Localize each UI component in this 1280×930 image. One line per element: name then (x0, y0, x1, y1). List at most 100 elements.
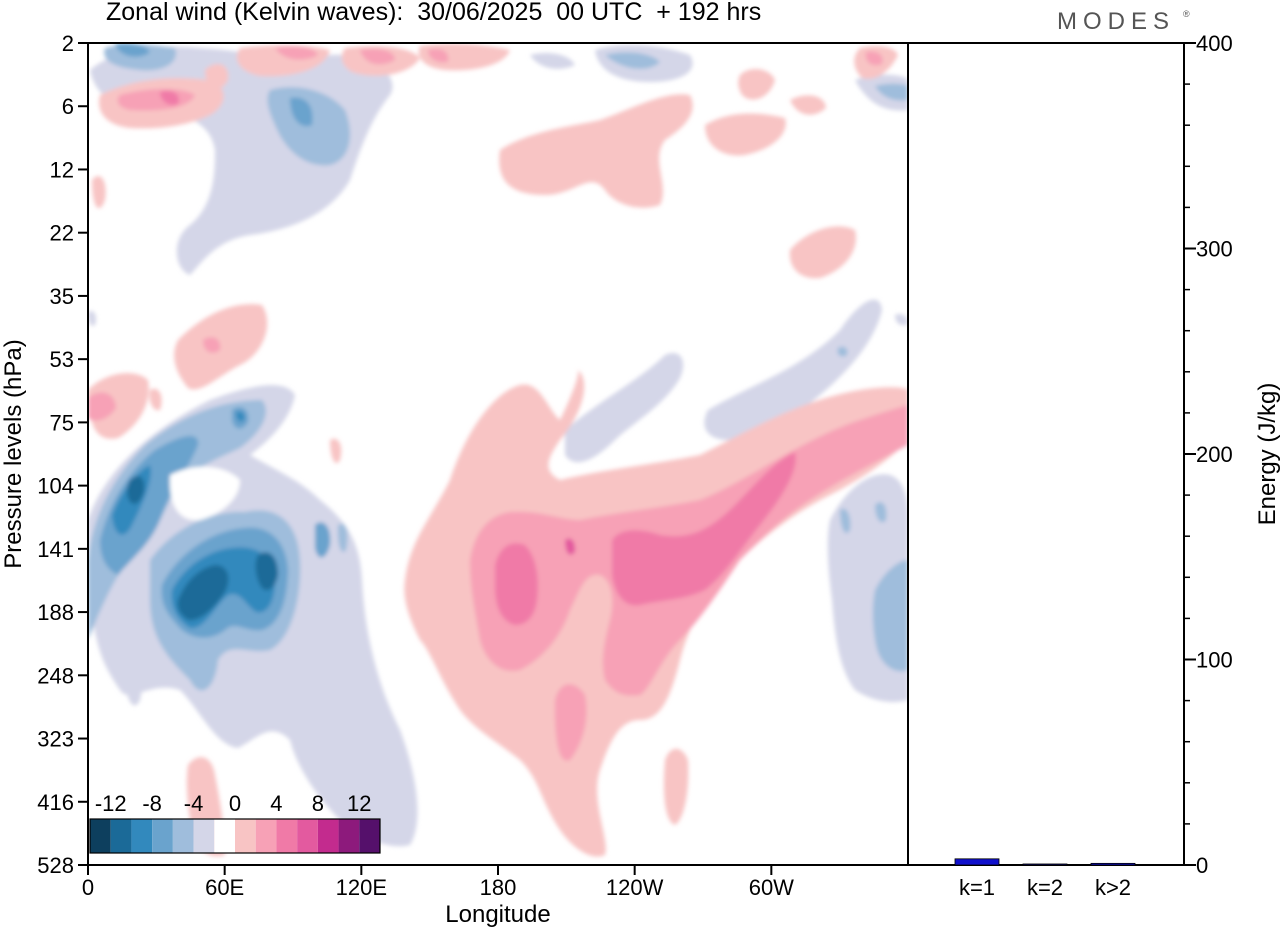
energy-category-label: k=1 (959, 875, 995, 900)
x-tick-label: 0 (82, 875, 94, 900)
energy-category-label: k>2 (1095, 875, 1131, 900)
y-tick-label: 528 (37, 853, 74, 878)
y-tick-label: 188 (37, 600, 74, 625)
colorbar-frame (89, 818, 381, 854)
contour-pink-lower-3 (495, 543, 538, 625)
colorbar-swatch (90, 819, 111, 853)
y-tick-label: 104 (37, 474, 74, 499)
contour-blue-ll7 (177, 565, 229, 621)
contour-lavender-ll14 (125, 669, 142, 706)
chart-title: Zonal wind (Kelvin waves): 30/06/2025 00… (106, 0, 762, 26)
contour-pink-lower-6 (554, 684, 587, 761)
y-tick-label: 75 (50, 410, 74, 435)
y-tick-label: 2 (62, 31, 74, 56)
colorbar-swatch (193, 819, 215, 853)
colorbar-swatch (131, 819, 153, 853)
contour-lavender-mr3 (837, 346, 848, 357)
contour-blue-re (875, 83, 908, 101)
contour-blue-ll13 (337, 523, 348, 552)
y-tick-label: 22 (50, 221, 74, 246)
contour-pink-ul3 (160, 90, 179, 106)
contour-blue-lr (872, 560, 908, 672)
contour-white-hole (169, 466, 240, 521)
contour-blue-ll8 (255, 552, 278, 591)
x-tick-label: 60W (749, 875, 794, 900)
colorbar: -12 -8 -4 0 4 8 12 (89, 791, 381, 854)
contour-pink-ul4 (205, 64, 229, 90)
y-axis-title: Pressure levels (hPa) (0, 339, 27, 568)
brand-registered-mark: ® (1183, 9, 1190, 19)
energy-axis-ticks: 0 100 200 300 400 (1184, 31, 1233, 878)
y-tick-label: 6 (62, 94, 74, 119)
energy-axis-title: Energy (J/kg) (1254, 383, 1280, 526)
contour-pink-top2 (275, 46, 318, 60)
contour-pink-lower-9 (330, 438, 342, 464)
y-tick-label: 12 (50, 157, 74, 182)
contour-pink-upper-mid (499, 94, 693, 208)
contour-pink-ml4 (88, 392, 116, 421)
colorbar-swatch (214, 819, 235, 853)
contour-blue-ul2 (267, 87, 350, 166)
energy-tick-label: 300 (1196, 237, 1233, 262)
energy-bars: k=1 k=2 k>2 (954, 858, 1136, 900)
y-tick-label: 35 (50, 284, 74, 309)
contour-blue-lr3 (875, 502, 887, 523)
contour-pink-lower-7 (663, 748, 689, 825)
contour-blue-ul3 (115, 43, 150, 57)
brand-logo: MODES (1057, 8, 1176, 35)
contour-blue-lower-left1 (88, 400, 266, 640)
contour-lavender-mr2 (704, 299, 882, 440)
contour-pink-ml1 (174, 304, 268, 390)
contour-blue-ll12 (315, 522, 331, 558)
contour-pink-left1 (92, 176, 106, 209)
colorbar-label: -8 (142, 791, 162, 816)
x-tick-label: 120W (606, 875, 664, 900)
contour-blue-ur (605, 52, 660, 69)
y-tick-label: 141 (37, 537, 74, 562)
colorbar-label: 12 (347, 791, 371, 816)
contour-blue-ul4 (290, 97, 313, 127)
contour-blue-ll9 (126, 476, 145, 504)
contour-lavender-ml (88, 310, 97, 326)
colorbar-label: 8 (312, 791, 324, 816)
colorbar-swatch (172, 819, 194, 853)
energy-category-label: k=2 (1027, 875, 1063, 900)
colorbar-label: -12 (95, 791, 127, 816)
energy-tick-label: 200 (1196, 442, 1233, 467)
contour-pink-mid-r (789, 226, 856, 279)
x-axis-title: Longitude (445, 901, 550, 928)
colorbar-swatch (235, 819, 256, 853)
colorbar-label: 4 (270, 791, 282, 816)
y-axis-ticks: 2 6 12 22 35 53 75 104 141 188 248 323 416 528 (37, 31, 88, 878)
contour-pink-top4 (360, 48, 395, 65)
energy-tick-label: 400 (1196, 31, 1233, 56)
energy-tick-label: 0 (1196, 853, 1208, 878)
contour-pink-ml2 (203, 337, 221, 353)
y-tick-label: 248 (37, 663, 74, 688)
colorbar-swatch (338, 819, 360, 853)
y-tick-label: 53 (50, 347, 74, 372)
contour-pink-ml5 (149, 388, 162, 411)
colorbar-swatch (110, 819, 132, 853)
colorbar-swatch (317, 819, 339, 853)
contour-pink-top6 (428, 48, 449, 63)
colorbar-label: -4 (184, 791, 204, 816)
contour-blue-ll11 (236, 411, 245, 422)
colorbar-swatch (255, 819, 277, 853)
contour-lavender-mr (565, 352, 684, 463)
contour-pink-lower-5 (565, 538, 576, 555)
contour-pink-tr2 (865, 51, 883, 66)
energy-bar (1090, 862, 1136, 866)
x-tick-label: 180 (480, 875, 517, 900)
y-tick-label: 323 (37, 727, 74, 752)
energy-bar (1022, 863, 1068, 866)
contour-pink-ml3 (88, 373, 149, 439)
contour-pink-lower-4 (612, 452, 796, 606)
x-tick-label: 120E (336, 875, 387, 900)
contour-blue-lr2 (840, 508, 851, 534)
colorbar-label: 0 (229, 791, 241, 816)
heatmap-field (88, 43, 908, 865)
energy-bar (954, 858, 1000, 866)
contour-lavender-rr (895, 314, 908, 326)
